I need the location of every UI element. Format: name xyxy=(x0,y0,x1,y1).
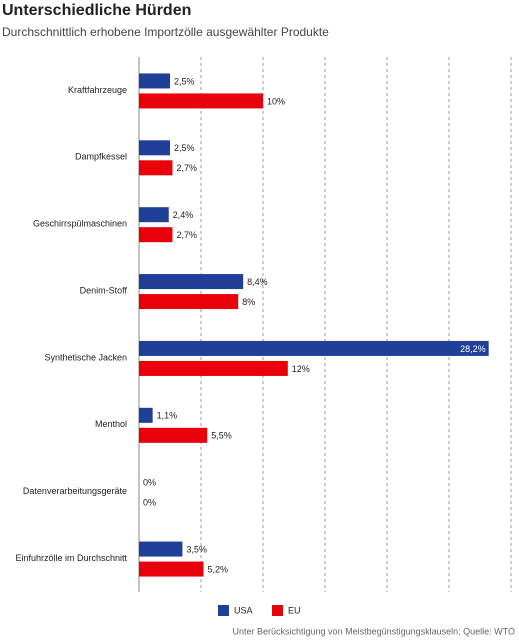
value-label: 10% xyxy=(267,96,285,106)
y-tick-label: Dampfkessel xyxy=(75,152,127,162)
legend-swatch xyxy=(218,605,229,616)
chart-title: Unterschiedliche Hürden xyxy=(2,2,191,19)
y-tick-label: Menthol xyxy=(95,419,127,429)
value-label: 5,5% xyxy=(211,431,232,441)
bar xyxy=(139,427,208,443)
y-tick-label: Einfuhrzölle im Durchschnitt xyxy=(15,553,127,563)
value-label: 8,4% xyxy=(247,277,268,287)
bar xyxy=(139,360,288,376)
value-label: 8% xyxy=(242,297,255,307)
bar xyxy=(139,207,169,223)
bar xyxy=(139,340,489,356)
value-label: 5,2% xyxy=(207,564,228,574)
value-label: 28,2% xyxy=(460,344,486,354)
bar xyxy=(139,93,263,109)
value-label: 2,7% xyxy=(176,230,197,240)
bar xyxy=(139,561,204,577)
bar xyxy=(139,541,183,557)
bar xyxy=(139,160,173,176)
source-note: Unter Berücksichtigung von Meistbegünsti… xyxy=(233,626,515,636)
value-label: 2,5% xyxy=(174,143,195,153)
y-tick-label: Geschirrspülmaschinen xyxy=(33,219,127,229)
bar xyxy=(139,407,153,423)
bar xyxy=(139,227,173,243)
value-label: 3,5% xyxy=(186,544,207,554)
y-tick-label: Kraftfahrzeuge xyxy=(68,85,127,95)
bar xyxy=(139,140,170,156)
value-label: 2,5% xyxy=(174,76,195,86)
value-label: 2,4% xyxy=(173,210,194,220)
value-label: 12% xyxy=(292,364,310,374)
y-tick-label: Denim-Stoff xyxy=(80,285,128,295)
value-label: 1,1% xyxy=(157,411,178,421)
chart-subtitle: Durchschnittlich erhobene Importzölle au… xyxy=(2,25,329,39)
legend-label: USA xyxy=(234,605,253,615)
bar xyxy=(139,274,244,290)
value-label: 0% xyxy=(143,478,156,488)
value-label: 2,7% xyxy=(176,163,197,173)
legend-label: EU xyxy=(288,605,301,615)
value-label: 0% xyxy=(143,498,156,508)
bar xyxy=(139,294,239,310)
y-tick-label: Synthetische Jacken xyxy=(44,352,127,362)
legend-swatch xyxy=(272,605,283,616)
y-tick-label: Datenverarbeitungsgeräte xyxy=(23,486,127,496)
bar xyxy=(139,73,170,89)
